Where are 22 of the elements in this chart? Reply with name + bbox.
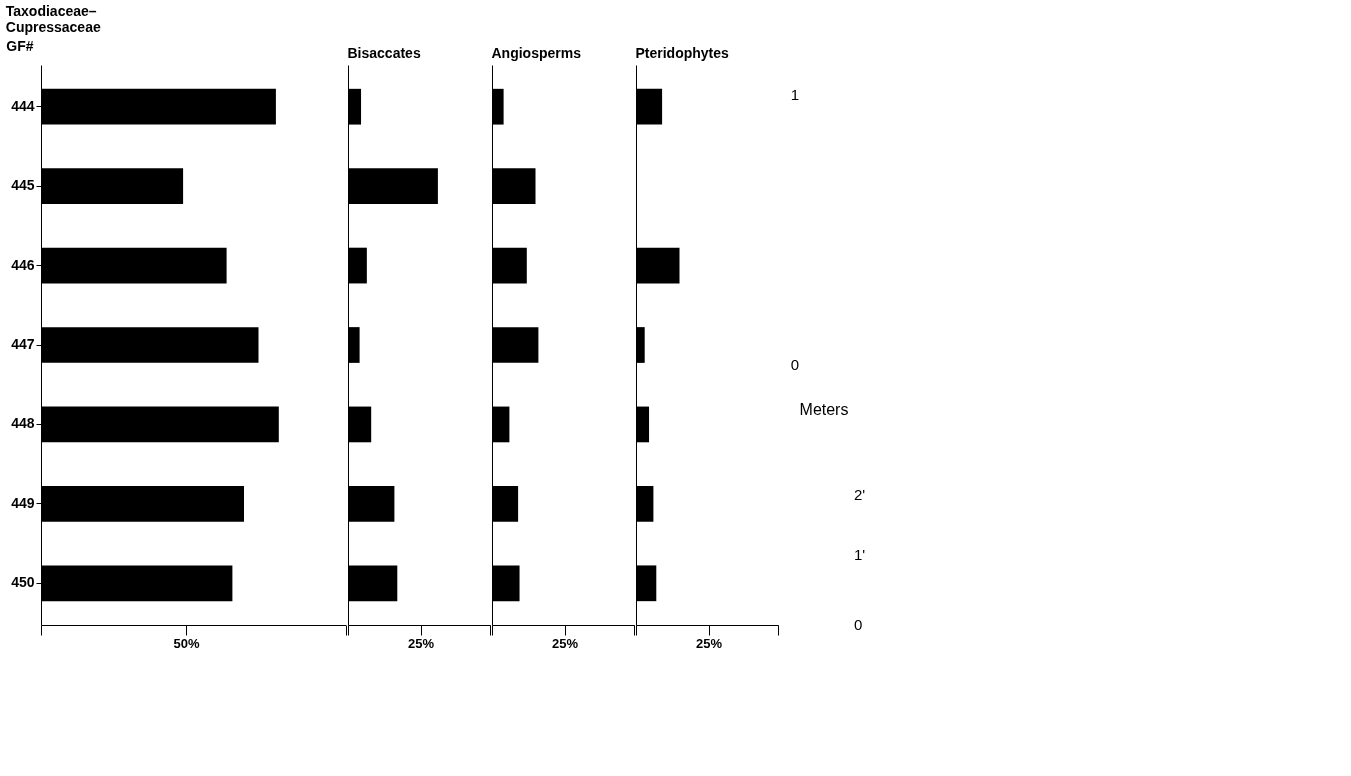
text: 1 [790, 86, 799, 103]
text: 2' [854, 486, 866, 503]
y-tick-label: 445 [11, 177, 35, 194]
x-tick-label: 25% [551, 635, 579, 651]
chart-title: Pteridophytes [635, 45, 730, 61]
text: Meters [799, 401, 849, 418]
text: 0 [790, 356, 799, 373]
y-tick-label: 450 [11, 574, 35, 591]
chart-title: Taxodiaceae– Cupressaceae [5, 3, 101, 35]
x-tick-label: 25% [407, 635, 435, 651]
text: 0 [854, 616, 863, 633]
x-tick-label: 25% [695, 635, 723, 651]
y-tick-label: 446 [11, 256, 35, 273]
y-tick-label: 448 [11, 415, 35, 432]
y-tick-label: 444 [11, 97, 35, 114]
x-tick-label: 50% [173, 635, 200, 651]
y-tick-label: 447 [11, 336, 35, 352]
chart-title: Angiosperms [491, 45, 582, 61]
y-tick-label: 449 [11, 494, 35, 511]
text: 1' [854, 546, 866, 563]
y-axis-title: GF# [6, 37, 34, 54]
chart-title: Bisaccates [347, 45, 421, 61]
